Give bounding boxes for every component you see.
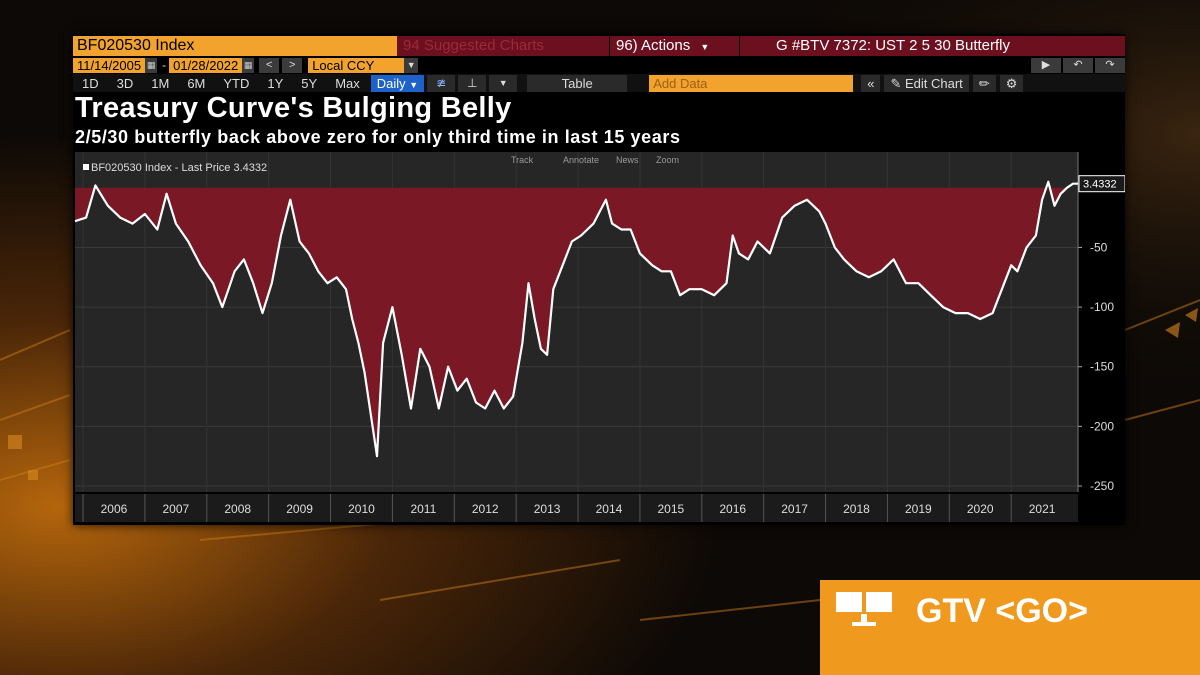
- x-tick-label: 2015: [658, 502, 685, 516]
- x-tick-label: 2011: [410, 502, 436, 516]
- x-tick-label: 2008: [224, 502, 251, 516]
- line-chart-icon[interactable]: ≇: [427, 74, 456, 92]
- x-tick-label: 2009: [286, 502, 313, 516]
- y-axis: -250 -200 -150 -100 -50: [1077, 152, 1114, 493]
- frequency-label: Daily: [376, 75, 406, 91]
- x-tick-label: 2006: [101, 502, 128, 516]
- x-tick-label: 2016: [719, 502, 746, 516]
- undo-icon[interactable]: ↶: [1063, 57, 1093, 73]
- date-separator: -: [162, 58, 167, 72]
- x-tick-label: 2013: [534, 502, 561, 516]
- chevron-down-icon[interactable]: ▼: [404, 57, 419, 73]
- x-tick-label: 2018: [843, 502, 870, 516]
- legend-label: BF020530 Index - Last Price 3.4332: [91, 162, 267, 174]
- gtv-banner[interactable]: GTV <GO>: [820, 580, 1200, 675]
- y-tick-label: -100: [1090, 300, 1114, 314]
- above-line-fill: [75, 187, 1078, 457]
- gear-icon[interactable]: ⚙: [999, 74, 1024, 92]
- date-range-bar: 11/14/2005 ▦ - 01/28/2022 ▦ < > Local CC…: [73, 57, 1125, 73]
- x-axis-band: [75, 494, 1078, 522]
- zoom-tool[interactable]: Zoom: [656, 155, 679, 165]
- x-tick-label: 2017: [781, 502, 808, 516]
- range-toolbar: 1D 3D 1M 6M YTD 1Y 5Y Max Daily ▼ ≇ ⊥ ▼ …: [73, 74, 1125, 92]
- y-tick-label: -150: [1090, 360, 1114, 374]
- table-button[interactable]: Table: [527, 74, 628, 92]
- window-controls: ▶ ↶ ↷: [1029, 57, 1125, 73]
- edit-chart-button[interactable]: ✎ Edit Chart: [884, 74, 969, 92]
- news-tool[interactable]: News: [616, 155, 639, 165]
- chevron-down-icon: ▼: [700, 42, 710, 52]
- range-3d[interactable]: 3D: [116, 75, 134, 91]
- bar-chart-icon[interactable]: ⊥: [458, 74, 487, 92]
- frequency-select[interactable]: Daily ▼: [370, 74, 425, 92]
- range-max[interactable]: Max: [335, 75, 360, 91]
- add-data-input[interactable]: Add Data: [649, 74, 854, 92]
- y-tick-label: -250: [1090, 479, 1114, 493]
- annotate-icon[interactable]: ✏: [972, 74, 996, 92]
- last-price-box: [1078, 175, 1125, 193]
- chevron-down-icon: ▼: [409, 79, 419, 90]
- chevron-down-icon[interactable]: ▼: [489, 74, 518, 92]
- x-tick-label: 2012: [472, 502, 499, 516]
- calendar-icon[interactable]: ▦: [242, 57, 255, 73]
- range-1d[interactable]: 1D: [82, 75, 99, 91]
- actions-label: 96) Actions: [616, 37, 691, 54]
- chart-subtitle: 2/5/30 butterfly back above zero for onl…: [75, 127, 681, 147]
- suggested-charts-tab[interactable]: 94 Suggested Charts: [397, 36, 609, 56]
- range-6m[interactable]: 6M: [187, 75, 206, 91]
- gtv-label: GTV <GO>: [916, 592, 1088, 630]
- series-line-bf020530: [74, 180, 1078, 458]
- x-tick-label: 2007: [163, 502, 190, 516]
- title-bar: BF020530 Index 94 Suggested Charts 96) A…: [73, 36, 1125, 56]
- security-field[interactable]: BF020530 Index: [73, 36, 397, 56]
- chart-title: Treasury Curve's Bulging Belly: [75, 92, 512, 124]
- monitor-icon: [836, 592, 892, 626]
- pencil-icon: ✎: [890, 75, 902, 91]
- x-tick-label: 2014: [596, 502, 623, 516]
- range-1m[interactable]: 1M: [151, 75, 170, 91]
- x-tick-label: 2021: [1029, 502, 1056, 516]
- chart-tools: Track Annotate News Zoom: [511, 155, 679, 165]
- currency-select[interactable]: Local CCY: [308, 57, 405, 73]
- y-tick-label: -200: [1090, 419, 1114, 433]
- x-tick-label: 2020: [967, 502, 994, 516]
- edit-chart-label: Edit Chart: [904, 75, 963, 91]
- legend: BF020530 Index - Last Price 3.4332: [83, 162, 267, 174]
- range-5y[interactable]: 5Y: [301, 75, 318, 91]
- next-arrow-icon[interactable]: >: [282, 57, 303, 73]
- chart-area[interactable]: -250 -200 -150 -100 -50 3.4332 BF020530 Inde…: [73, 34, 1125, 525]
- track-tool[interactable]: Track: [511, 155, 534, 165]
- bloomberg-terminal-window: BF020530 Index 94 Suggested Charts 96) A…: [73, 34, 1125, 525]
- y-tick-label: -50: [1090, 240, 1108, 254]
- legend-swatch: [83, 164, 89, 170]
- graph-title: G #BTV 7372: UST 2 5 30 Butterfly: [739, 36, 1125, 56]
- start-date-input[interactable]: 11/14/2005: [73, 57, 146, 73]
- calendar-icon[interactable]: ▦: [145, 57, 158, 73]
- last-price-label: 3.4332: [1083, 179, 1117, 191]
- x-axis: 2006 2007 2008 2009 2010 2011 2012 2013 2014 2015…: [75, 494, 1078, 522]
- play-icon[interactable]: ▶: [1031, 57, 1061, 73]
- end-date-input[interactable]: 01/28/2022: [169, 57, 243, 73]
- redo-icon[interactable]: ↷: [1095, 57, 1125, 73]
- collapse-icon[interactable]: «: [861, 74, 881, 92]
- actions-menu[interactable]: 96) Actions ▼: [609, 36, 739, 56]
- annotate-tool[interactable]: Annotate: [563, 155, 599, 165]
- range-ytd[interactable]: YTD: [223, 75, 250, 91]
- range-1y[interactable]: 1Y: [267, 75, 284, 91]
- prev-arrow-icon[interactable]: <: [259, 57, 280, 73]
- last-price-marker: 3.4332: [1078, 175, 1125, 193]
- x-tick-label: 2019: [905, 502, 932, 516]
- x-tick-label: 2010: [348, 502, 375, 516]
